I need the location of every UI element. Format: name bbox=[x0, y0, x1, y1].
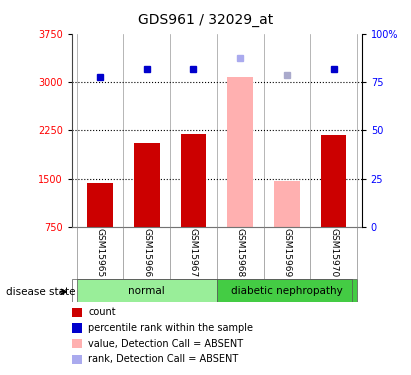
Text: GSM15965: GSM15965 bbox=[95, 228, 104, 278]
Text: disease state: disease state bbox=[6, 287, 76, 297]
Bar bbox=[76, 279, 217, 302]
Text: rank, Detection Call = ABSENT: rank, Detection Call = ABSENT bbox=[88, 354, 239, 364]
Text: normal: normal bbox=[128, 286, 165, 296]
Text: GSM15969: GSM15969 bbox=[282, 228, 291, 278]
Bar bbox=[321, 135, 346, 227]
Text: GSM15970: GSM15970 bbox=[329, 228, 338, 278]
Text: count: count bbox=[88, 307, 116, 317]
Bar bbox=[134, 143, 159, 227]
Bar bbox=[180, 134, 206, 227]
Text: GSM15966: GSM15966 bbox=[142, 228, 151, 278]
Bar bbox=[87, 183, 113, 227]
Text: GDS961 / 32029_at: GDS961 / 32029_at bbox=[138, 13, 273, 27]
Text: percentile rank within the sample: percentile rank within the sample bbox=[88, 323, 253, 333]
Text: GSM15967: GSM15967 bbox=[189, 228, 198, 278]
Bar bbox=[227, 77, 253, 227]
Text: diabetic nephropathy: diabetic nephropathy bbox=[231, 286, 343, 296]
Text: GSM15968: GSM15968 bbox=[236, 228, 245, 278]
Text: value, Detection Call = ABSENT: value, Detection Call = ABSENT bbox=[88, 339, 243, 348]
Bar bbox=[274, 180, 300, 227]
Bar bbox=[217, 279, 357, 302]
